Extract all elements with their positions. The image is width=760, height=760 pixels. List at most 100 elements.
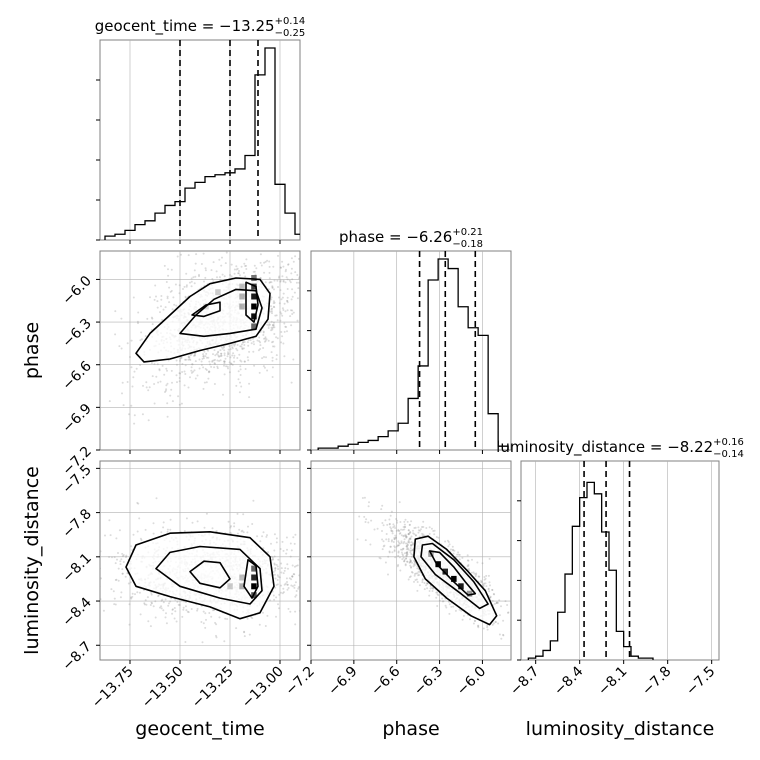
- title-sup: +0.14: [275, 16, 306, 27]
- scatter-point: [223, 373, 226, 376]
- scatter-point: [271, 341, 273, 344]
- scatter-point: [299, 606, 300, 609]
- scatter-point: [233, 243, 235, 245]
- scatter-point: [460, 609, 463, 612]
- scatter-point: [205, 369, 208, 371]
- scatter-point: [198, 273, 200, 276]
- scatter-point: [381, 522, 384, 524]
- scatter-point: [486, 626, 489, 629]
- density-cell: [251, 283, 257, 290]
- scatter-point: [189, 376, 191, 379]
- scatter-point: [283, 583, 286, 586]
- scatter-point: [165, 367, 168, 370]
- scatter-point: [493, 593, 496, 596]
- scatter-point: [294, 271, 297, 274]
- scatter-point: [398, 530, 401, 532]
- scatter-point: [152, 532, 155, 535]
- scatter-point: [389, 526, 392, 529]
- scatter-point: [117, 567, 120, 570]
- scatter-point: [272, 571, 275, 573]
- scatter-point: [169, 600, 172, 603]
- scatter-point: [305, 575, 307, 577]
- scatter-point: [282, 292, 285, 295]
- scatter-point: [412, 532, 415, 535]
- scatter-point: [414, 526, 417, 529]
- scatter-point: [191, 363, 194, 366]
- scatter-point: [403, 534, 406, 537]
- density-cell: [215, 289, 221, 296]
- scatter-point: [216, 351, 219, 354]
- contour-line: [420, 542, 489, 610]
- scatter-point: [140, 331, 143, 334]
- scatter-point: [268, 281, 271, 284]
- scatter-point: [271, 366, 274, 369]
- scatter-point: [498, 599, 501, 602]
- scatter-point: [387, 540, 390, 543]
- scatter-point: [268, 323, 271, 326]
- scatter-point: [390, 540, 393, 543]
- scatter-point: [246, 356, 249, 359]
- scatter-point: [307, 536, 309, 538]
- scatter-point: [480, 579, 483, 582]
- scatter-point: [410, 535, 413, 538]
- scatter-point: [203, 350, 206, 353]
- scatter-point: [477, 575, 480, 578]
- scatter-point: [121, 392, 123, 395]
- scatter-point: [274, 577, 277, 580]
- x-tick-label: −7.8: [639, 664, 674, 699]
- density-cell: [227, 583, 233, 590]
- scatter-point: [287, 587, 290, 589]
- scatter-point: [308, 566, 310, 568]
- scatter-point: [474, 575, 477, 578]
- scatter-point: [456, 553, 459, 556]
- scatter-panel-geocent-time-vs-phase: [99, 243, 306, 451]
- scatter-point: [149, 604, 152, 606]
- scatter-point: [496, 601, 498, 604]
- scatter-point: [289, 315, 292, 318]
- scatter-point: [392, 541, 395, 543]
- scatter-point: [126, 572, 129, 575]
- scatter-point: [283, 246, 285, 248]
- scatter-point: [304, 302, 306, 304]
- scatter-point: [193, 282, 196, 285]
- scatter-point: [273, 562, 276, 565]
- scatter-point: [132, 296, 135, 299]
- scatter-point: [271, 558, 274, 561]
- scatter-point: [166, 297, 169, 300]
- scatter-point: [391, 551, 394, 554]
- scatter-point: [393, 549, 396, 552]
- scatter-point: [457, 551, 460, 554]
- scatter-point: [472, 571, 475, 574]
- scatter-point: [486, 628, 489, 631]
- scatter-point: [153, 383, 156, 385]
- scatter-point: [307, 562, 309, 564]
- scatter-point: [271, 285, 274, 288]
- scatter-point: [409, 575, 412, 578]
- scatter-point: [176, 600, 179, 603]
- scatter-point: [476, 561, 479, 564]
- scatter-point: [163, 373, 166, 376]
- scatter-point: [223, 640, 226, 643]
- scatter-point: [387, 555, 390, 558]
- scatter-point: [248, 633, 251, 636]
- x-tick-label: −8.1: [595, 664, 630, 699]
- scatter-point: [204, 269, 207, 272]
- scatter-point: [196, 374, 199, 377]
- scatter-point: [178, 380, 181, 383]
- scatter-point: [406, 550, 409, 553]
- histogram-step: [527, 481, 654, 660]
- scatter-point: [224, 357, 227, 360]
- scatter-point: [262, 347, 265, 349]
- scatter-point: [214, 358, 216, 361]
- scatter-point: [202, 610, 205, 613]
- title-sub: −0.14: [713, 449, 744, 460]
- scatter-point: [273, 333, 276, 335]
- scatter-point: [381, 530, 383, 532]
- scatter-point: [89, 581, 91, 583]
- scatter-point: [275, 314, 278, 317]
- scatter-point: [274, 314, 277, 317]
- scatter-point: [428, 594, 431, 597]
- scatter-point: [175, 620, 178, 623]
- scatter-point: [179, 359, 181, 362]
- scatter-point: [480, 580, 483, 583]
